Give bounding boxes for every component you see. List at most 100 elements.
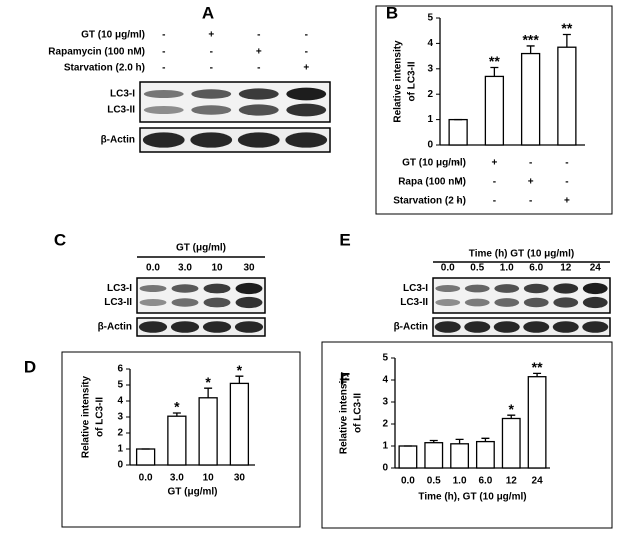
- blot-band: [582, 321, 609, 333]
- significance: *: [205, 374, 211, 390]
- y-axis-label: of LC3-II: [407, 61, 418, 101]
- y-tick-label: 5: [382, 353, 388, 364]
- x-tick-label: 24: [532, 476, 544, 487]
- bar: [229, 382, 250, 466]
- blot-band: [552, 321, 579, 333]
- blot-band: [143, 106, 184, 114]
- error-bar: [429, 439, 438, 443]
- lane-label: 12: [560, 263, 572, 274]
- blot-band: [523, 297, 549, 308]
- blot-band: [190, 132, 233, 148]
- panel-letter: E: [339, 230, 350, 249]
- x-tick-label: 0.5: [427, 476, 441, 487]
- condition-sign: -: [565, 177, 568, 188]
- blot-band: [582, 296, 608, 309]
- y-axis-label: of LC3-II: [353, 393, 364, 433]
- blot-band: [203, 283, 231, 294]
- condition-sign: -: [305, 30, 308, 41]
- blot-band: [191, 89, 232, 99]
- blot-actin: [136, 317, 266, 337]
- condition-sign: -: [493, 177, 496, 188]
- bar: [527, 376, 547, 469]
- condition-label: Starvation (2.0 h): [64, 63, 145, 74]
- panel-letter: F: [340, 369, 350, 388]
- condition-sign: -: [456, 196, 459, 207]
- significance: **: [532, 359, 543, 375]
- condition-sign: -: [456, 177, 459, 188]
- condition-sign: -: [257, 63, 260, 74]
- blot-header: GT (μg/ml): [176, 243, 226, 254]
- blot-band: [203, 297, 231, 308]
- blot-band: [238, 104, 279, 116]
- blot-band: [493, 321, 520, 333]
- band-label: LC3-I: [403, 283, 428, 294]
- significance: ***: [522, 32, 539, 48]
- condition-sign: -: [565, 158, 568, 169]
- x-tick-label: 6.0: [478, 476, 492, 487]
- blot-band: [202, 321, 232, 333]
- condition-label: Rapamycin (100 nM): [48, 47, 145, 58]
- condition-sign: +: [528, 177, 534, 188]
- y-tick-label: 1: [427, 114, 433, 125]
- condition-sign: -: [257, 30, 260, 41]
- bar: [398, 445, 418, 469]
- y-tick-label: 0: [382, 463, 388, 474]
- condition-label: GT (10 μg/ml): [402, 158, 466, 169]
- lane-label: 1.0: [500, 263, 514, 274]
- x-tick-label: 0.0: [401, 476, 415, 487]
- condition-sign: -: [210, 47, 213, 58]
- condition-sign: -: [162, 63, 165, 74]
- y-tick-label: 4: [427, 38, 433, 49]
- band-label: LC3-II: [107, 105, 135, 116]
- error-bar: [490, 66, 499, 77]
- blot-band: [170, 321, 200, 333]
- bar: [484, 75, 505, 146]
- blot-band: [286, 103, 327, 117]
- y-axis-label: of LC3-II: [95, 397, 106, 437]
- error-bar: [481, 437, 490, 442]
- error-bar: [526, 45, 535, 54]
- condition-sign: -: [162, 30, 165, 41]
- band-label: LC3-II: [400, 297, 428, 308]
- blot-band: [434, 321, 461, 333]
- condition-label: GT (10 μg/ml): [81, 30, 145, 41]
- bar: [557, 46, 577, 146]
- x-tick-label: 30: [234, 473, 246, 484]
- blot-band: [234, 321, 264, 333]
- panel-d-frame: [61, 351, 301, 528]
- x-tick-label: 12: [506, 476, 518, 487]
- y-axis-label: Relative intensity: [393, 40, 404, 123]
- bar: [448, 118, 468, 146]
- band-label: LC3-I: [107, 283, 132, 294]
- blot-band: [523, 283, 549, 294]
- error-bar: [204, 387, 213, 398]
- band-label: LC3-II: [104, 297, 132, 308]
- significance: **: [489, 53, 500, 69]
- blot-band: [171, 298, 199, 307]
- blot-band: [285, 132, 328, 148]
- lane-label: 24: [590, 263, 602, 274]
- condition-label: Rapa (100 nM): [398, 177, 466, 188]
- blot-band: [494, 298, 520, 307]
- blot-band: [464, 284, 490, 293]
- condition-sign: -: [305, 47, 308, 58]
- blot-band: [523, 321, 550, 333]
- blot-band: [582, 282, 608, 295]
- blot-band: [464, 298, 490, 307]
- lane-label: 3.0: [178, 263, 192, 274]
- x-tick-label: 0.0: [139, 473, 153, 484]
- blot-band: [191, 105, 232, 115]
- panel-letter: C: [54, 230, 66, 249]
- significance: *: [237, 362, 243, 378]
- panel-letter: A: [202, 3, 214, 22]
- bar: [450, 443, 470, 469]
- blot-band: [435, 285, 461, 292]
- lane-label: 30: [243, 263, 255, 274]
- condition-sign: -: [529, 196, 532, 207]
- y-tick-label: 2: [427, 89, 433, 100]
- condition-sign: +: [303, 63, 309, 74]
- blot-band: [435, 299, 461, 306]
- condition-sign: -: [210, 63, 213, 74]
- condition-sign: -: [493, 196, 496, 207]
